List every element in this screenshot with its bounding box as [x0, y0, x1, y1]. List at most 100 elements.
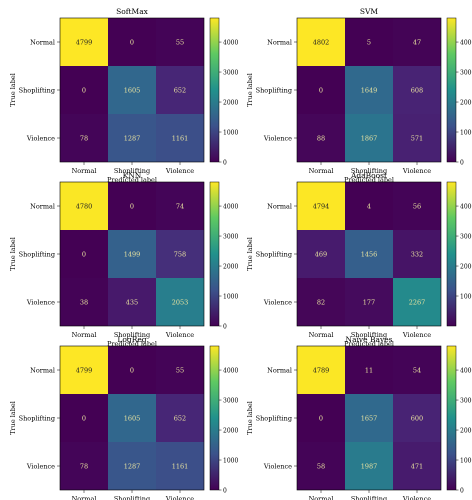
- y-tick-label: Violence: [263, 135, 292, 143]
- y-tick-label: Normal: [267, 203, 292, 211]
- colorbar-tick-label: 1000: [460, 293, 472, 300]
- colorbar-tick-label: 2000: [223, 99, 238, 106]
- cell-value: 5: [367, 39, 371, 47]
- matrix-cell: [156, 346, 204, 394]
- colorbar-tick-label: 4000: [460, 203, 472, 210]
- x-tick-label: Normal: [72, 495, 97, 500]
- colorbar-tick-label: 2000: [223, 427, 238, 434]
- y-tick-label: Shoplifting: [19, 251, 55, 259]
- colorbar-tick-label: 4000: [460, 39, 472, 46]
- panel-title: SVM: [360, 7, 379, 16]
- matrix-cell: [393, 442, 441, 490]
- cell-value: 11: [365, 367, 373, 375]
- cell-value: 1867: [361, 135, 378, 143]
- cell-value: 38: [80, 299, 88, 307]
- y-tick-label: Normal: [30, 39, 55, 47]
- cell-value: 1287: [124, 463, 141, 471]
- matrix-cell: [393, 346, 441, 394]
- cell-value: 4789: [313, 367, 330, 375]
- x-tick-label: Violence: [165, 495, 194, 500]
- x-tick-label: Shoplifting: [351, 331, 387, 339]
- matrix-cell: [345, 442, 393, 490]
- cell-value: 1161: [172, 135, 189, 143]
- x-axis-label: Predicted label: [107, 176, 157, 184]
- confusion-matrix-panel: AdaBoost 4794 4 56 469 1456 332 82 177 2267 Normal…: [246, 171, 472, 348]
- panel-title: LogReg: [117, 335, 146, 344]
- y-axis-label: True label: [246, 237, 254, 271]
- matrix-cell: [297, 66, 345, 114]
- colorbar-tick-label: 1000: [223, 293, 238, 300]
- confusion-matrix-panel: KNN 4780 0 74 0 1499 758 38 435 2053 Normal Normal S…: [9, 171, 238, 348]
- matrix-cell: [60, 182, 108, 230]
- colorbar-tick-label: 1000: [223, 457, 238, 464]
- x-tick-label: Shoplifting: [114, 167, 150, 175]
- x-tick-label: Violence: [165, 167, 194, 175]
- x-tick-label: Shoplifting: [114, 495, 150, 500]
- colorbar-tick-label: 0: [223, 159, 227, 166]
- colorbar-tick-label: 3000: [223, 69, 238, 76]
- x-tick-label: Normal: [309, 331, 334, 339]
- cell-value: 47: [413, 39, 421, 47]
- matrix-cell: [345, 394, 393, 442]
- matrix-cell: [297, 442, 345, 490]
- y-tick-label: Shoplifting: [256, 415, 292, 423]
- colorbar-tick-label: 4000: [223, 203, 238, 210]
- y-tick-label: Shoplifting: [19, 415, 55, 423]
- matrix-cell: [393, 18, 441, 66]
- cell-value: 4780: [76, 203, 93, 211]
- y-tick-label: Normal: [267, 367, 292, 375]
- colorbar-tick-label: 4000: [460, 367, 472, 374]
- colorbar: [446, 17, 457, 163]
- colorbar: [209, 17, 220, 163]
- x-tick-label: Violence: [165, 331, 194, 339]
- matrix-cell: [60, 394, 108, 442]
- x-tick-label: Normal: [309, 495, 334, 500]
- y-tick-label: Normal: [30, 367, 55, 375]
- matrix-cell: [156, 394, 204, 442]
- cell-value: 1161: [172, 463, 189, 471]
- matrix-cell: [60, 442, 108, 490]
- y-tick-label: Violence: [26, 463, 55, 471]
- y-axis-label: True label: [246, 73, 254, 107]
- cell-value: 1657: [361, 415, 378, 423]
- y-tick-label: Shoplifting: [256, 87, 292, 95]
- x-tick-label: Violence: [402, 167, 431, 175]
- matrix-cell: [108, 230, 156, 278]
- colorbar-tick-label: 3000: [223, 397, 238, 404]
- matrix-cell: [345, 230, 393, 278]
- y-axis-label: True label: [9, 401, 17, 435]
- matrix-cell: [60, 114, 108, 162]
- cell-value: 0: [82, 415, 86, 423]
- cell-value: 4: [367, 203, 371, 211]
- matrix-cell: [297, 230, 345, 278]
- colorbar-tick-label: 0: [223, 323, 227, 330]
- x-tick-label: Shoplifting: [351, 495, 387, 500]
- cell-value: 78: [80, 463, 88, 471]
- matrix-cell: [393, 66, 441, 114]
- cell-value: 608: [411, 87, 423, 95]
- cell-value: 2053: [172, 299, 189, 307]
- y-axis-label: True label: [9, 73, 17, 107]
- confusion-matrix-panel: Naïve Bayes 4789 11 54 0 1657 600 58 1987 471 Norm…: [246, 335, 472, 500]
- y-tick-label: Violence: [263, 463, 292, 471]
- cell-value: 332: [411, 251, 423, 259]
- cell-value: 0: [82, 87, 86, 95]
- matrix-cell: [345, 278, 393, 326]
- x-axis-label: Predicted label: [344, 340, 394, 348]
- cell-value: 758: [174, 251, 186, 259]
- matrix-cell: [345, 346, 393, 394]
- colorbar-tick-label: 3000: [460, 397, 472, 404]
- colorbar-tick-label: 2000: [223, 263, 238, 270]
- matrix-cell: [297, 278, 345, 326]
- x-tick-label: Violence: [402, 495, 431, 500]
- cell-value: 2267: [409, 299, 426, 307]
- x-tick-label: Shoplifting: [351, 167, 387, 175]
- colorbar-tick-label: 4000: [223, 39, 238, 46]
- matrix-cell: [393, 230, 441, 278]
- matrix-cell: [156, 18, 204, 66]
- y-tick-label: Shoplifting: [19, 87, 55, 95]
- confusion-matrix-panel: SVM 4802 5 47 0 1649 608 88 1867 571 Normal Normal S…: [246, 7, 472, 184]
- cell-value: 0: [82, 251, 86, 259]
- cell-value: 55: [176, 367, 184, 375]
- colorbar-tick-label: 0: [223, 487, 227, 494]
